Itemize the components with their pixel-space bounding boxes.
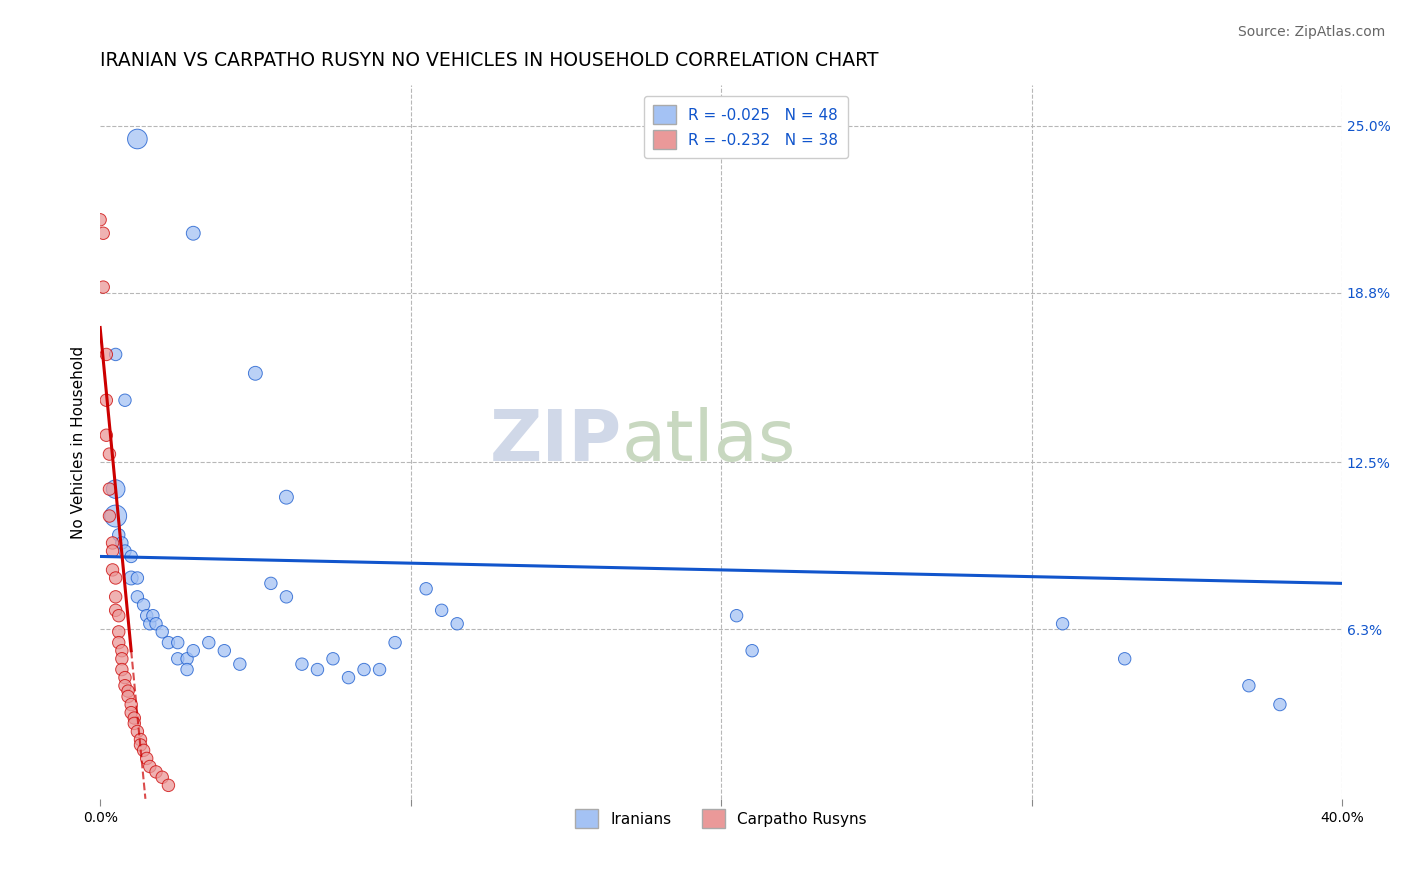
Point <box>96 428 118 442</box>
Point <box>114 544 136 558</box>
Point <box>229 657 252 672</box>
Point <box>111 536 134 550</box>
Point <box>307 663 329 677</box>
Point <box>104 603 127 617</box>
Point <box>291 657 314 672</box>
Y-axis label: No Vehicles in Household: No Vehicles in Household <box>72 345 86 539</box>
Point <box>127 132 149 146</box>
Point <box>198 635 221 649</box>
Point <box>104 590 127 604</box>
Point <box>176 652 198 666</box>
Point <box>145 764 167 779</box>
Point <box>384 635 406 649</box>
Point <box>104 482 127 496</box>
Point <box>111 643 134 657</box>
Point <box>276 490 298 504</box>
Point <box>104 347 127 361</box>
Point <box>129 738 152 752</box>
Point <box>430 603 453 617</box>
Point <box>111 652 134 666</box>
Point <box>446 616 468 631</box>
Point <box>166 652 188 666</box>
Point <box>111 663 134 677</box>
Point <box>741 643 763 657</box>
Point <box>101 544 124 558</box>
Point <box>91 280 114 294</box>
Point <box>96 347 118 361</box>
Point <box>166 635 188 649</box>
Point <box>107 608 129 623</box>
Text: atlas: atlas <box>621 408 796 476</box>
Point <box>98 447 121 461</box>
Point <box>114 393 136 408</box>
Point <box>139 616 162 631</box>
Point <box>96 393 118 408</box>
Point <box>129 732 152 747</box>
Legend: Iranians, Carpatho Rusyns: Iranians, Carpatho Rusyns <box>569 803 873 834</box>
Point <box>142 608 165 623</box>
Point <box>114 679 136 693</box>
Point <box>98 509 121 524</box>
Point <box>98 482 121 496</box>
Point <box>245 366 267 380</box>
Point <box>1268 698 1291 712</box>
Point <box>117 684 139 698</box>
Point <box>145 616 167 631</box>
Point <box>353 663 375 677</box>
Point <box>135 608 157 623</box>
Point <box>157 635 180 649</box>
Point <box>725 608 748 623</box>
Point <box>139 759 162 773</box>
Point <box>107 635 129 649</box>
Point <box>89 212 111 227</box>
Point <box>120 698 142 712</box>
Text: Source: ZipAtlas.com: Source: ZipAtlas.com <box>1237 25 1385 39</box>
Point <box>150 770 173 784</box>
Point <box>132 743 155 757</box>
Point <box>124 711 146 725</box>
Point <box>368 663 391 677</box>
Point <box>117 690 139 704</box>
Point <box>120 549 142 564</box>
Point <box>176 663 198 677</box>
Point <box>337 671 360 685</box>
Point <box>157 778 180 792</box>
Point <box>150 624 173 639</box>
Point <box>214 643 236 657</box>
Point <box>415 582 437 596</box>
Point <box>181 643 204 657</box>
Point <box>1114 652 1136 666</box>
Point <box>107 624 129 639</box>
Point <box>104 571 127 585</box>
Point <box>132 598 155 612</box>
Point <box>124 716 146 731</box>
Point <box>120 706 142 720</box>
Text: ZIP: ZIP <box>489 408 621 476</box>
Point <box>1237 679 1260 693</box>
Point <box>91 226 114 240</box>
Text: IRANIAN VS CARPATHO RUSYN NO VEHICLES IN HOUSEHOLD CORRELATION CHART: IRANIAN VS CARPATHO RUSYN NO VEHICLES IN… <box>100 51 879 70</box>
Point <box>107 528 129 542</box>
Point <box>114 671 136 685</box>
Point <box>322 652 344 666</box>
Point <box>101 563 124 577</box>
Point <box>101 536 124 550</box>
Point <box>135 751 157 765</box>
Point <box>127 571 149 585</box>
Point <box>120 571 142 585</box>
Point <box>127 724 149 739</box>
Point <box>1052 616 1074 631</box>
Point <box>181 226 204 240</box>
Point <box>276 590 298 604</box>
Point <box>104 509 127 524</box>
Point <box>127 590 149 604</box>
Point <box>260 576 283 591</box>
